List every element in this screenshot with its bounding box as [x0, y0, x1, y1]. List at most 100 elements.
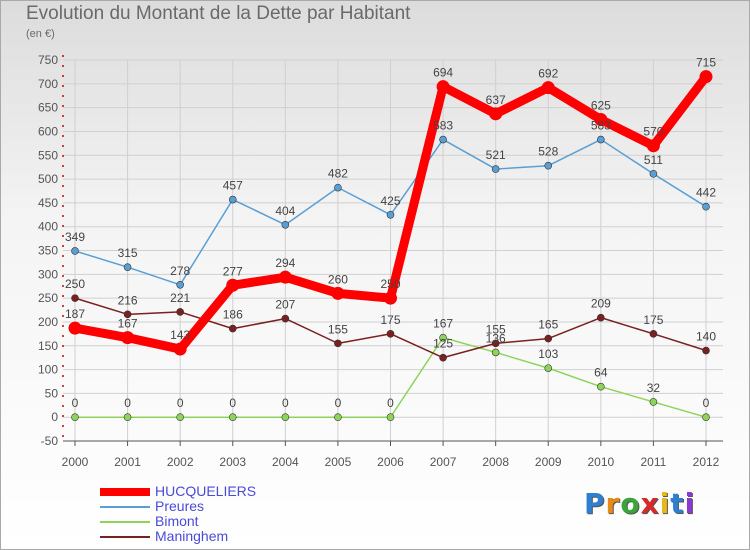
data-label: 167 — [118, 317, 138, 331]
data-label: 583 — [591, 119, 611, 133]
y-tick-label: 350 — [38, 244, 58, 258]
data-point — [489, 107, 503, 121]
y-tick-label: 200 — [38, 315, 58, 329]
legend-swatch — [100, 506, 150, 508]
data-point — [334, 413, 342, 421]
data-point — [386, 413, 395, 421]
x-tick-label: 2004 — [272, 455, 299, 469]
x-tick-label: 2006 — [377, 455, 404, 469]
data-label: 250 — [65, 277, 85, 291]
y-tick-label: 650 — [38, 101, 58, 115]
x-tick-label: 2002 — [167, 455, 194, 469]
data-label: 165 — [538, 318, 558, 332]
x-tick-label: 2000 — [62, 455, 89, 469]
data-label: 425 — [380, 194, 400, 208]
x-tick-label: 2001 — [114, 455, 141, 469]
x-tick-label: 2008 — [482, 455, 509, 469]
data-point — [386, 330, 395, 338]
y-tick-label: 700 — [38, 77, 58, 91]
data-label: 125 — [433, 337, 453, 351]
data-point — [491, 348, 500, 357]
data-label: 175 — [380, 313, 400, 327]
data-label: 583 — [433, 119, 453, 133]
logo-letter: i — [684, 487, 696, 520]
x-tick-label: 2012 — [693, 455, 720, 469]
data-point — [649, 330, 658, 338]
logo-letter: P — [584, 487, 606, 520]
data-point — [226, 278, 240, 292]
logo-letter: x — [640, 487, 660, 520]
data-label: 521 — [486, 148, 506, 162]
data-label: 294 — [275, 256, 295, 270]
data-point — [544, 334, 553, 343]
y-tick-label: 600 — [38, 124, 58, 138]
data-point — [384, 291, 397, 305]
logo-letter: o — [620, 487, 641, 520]
data-point — [597, 313, 605, 322]
legend-label: HUCQUELIERS — [155, 483, 257, 499]
data-point — [228, 324, 237, 333]
legend-swatch — [100, 536, 150, 538]
data-label: 0 — [177, 396, 184, 410]
data-label: 0 — [387, 396, 394, 410]
data-point — [281, 220, 290, 229]
data-point — [699, 70, 713, 84]
data-label: 155 — [486, 322, 506, 336]
data-point — [702, 202, 710, 211]
data-point — [281, 314, 290, 323]
data-point — [228, 195, 237, 204]
data-label: 140 — [696, 330, 716, 344]
data-label: 136 — [486, 331, 506, 345]
data-label: 442 — [696, 186, 716, 200]
data-point — [176, 413, 184, 421]
x-tick-label: 2010 — [587, 455, 614, 469]
data-label: 175 — [643, 313, 663, 327]
data-label: 186 — [223, 308, 243, 322]
y-tick-label: 450 — [38, 196, 58, 210]
data-point — [123, 413, 132, 421]
logo-letter: t — [670, 487, 685, 520]
y-tick-label: 750 — [38, 53, 58, 67]
x-tick-label: 2005 — [325, 455, 352, 469]
data-label: 457 — [223, 179, 243, 193]
data-point — [386, 210, 395, 219]
data-label: 694 — [433, 66, 453, 80]
data-label: 155 — [328, 322, 348, 336]
data-point — [702, 413, 710, 421]
data-label: 209 — [591, 297, 611, 311]
data-point — [281, 413, 290, 421]
data-point — [71, 294, 79, 302]
data-point — [491, 165, 500, 173]
data-label: 511 — [644, 153, 663, 167]
data-label: 260 — [328, 272, 348, 286]
data-point — [121, 331, 135, 345]
data-label: 0 — [335, 396, 342, 410]
data-point — [71, 413, 79, 421]
data-label: 570 — [643, 125, 663, 139]
data-point — [278, 270, 292, 284]
data-point — [597, 382, 605, 391]
legend-label: Maninghem — [155, 528, 229, 544]
y-tick-label: 400 — [38, 220, 58, 234]
data-label: 167 — [433, 317, 453, 331]
data-label: 0 — [229, 396, 236, 410]
data-point — [176, 280, 184, 289]
data-label: 692 — [538, 67, 558, 81]
data-label: 482 — [328, 167, 348, 181]
y-tick-label: 250 — [38, 291, 58, 305]
data-point — [649, 398, 658, 406]
data-point — [436, 80, 450, 94]
x-tick-label: 2009 — [535, 455, 562, 469]
data-point — [123, 263, 132, 271]
data-label: 221 — [170, 291, 190, 305]
data-label: 216 — [118, 293, 138, 307]
data-point — [173, 342, 187, 356]
data-label: 528 — [538, 145, 558, 159]
data-point — [439, 333, 447, 342]
data-label: 103 — [538, 347, 558, 361]
y-tick-label: 0 — [51, 410, 58, 424]
data-label: 278 — [170, 264, 190, 278]
x-tick-label: 2007 — [430, 455, 457, 469]
